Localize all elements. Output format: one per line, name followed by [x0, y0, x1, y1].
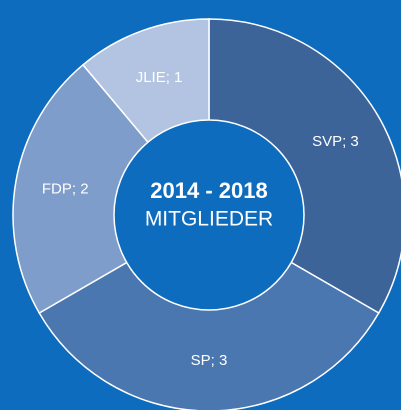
data-label: SP; 3 — [191, 352, 228, 369]
data-label: FDP; 2 — [42, 181, 89, 198]
sector — [38, 214, 380, 410]
center-hole — [113, 119, 305, 311]
data-label: JLIE; 1 — [136, 69, 183, 86]
sector — [12, 63, 211, 315]
chart-subtitle: MITGLIEDER — [145, 208, 273, 231]
chart-title: 2014 - 2018 — [150, 178, 267, 203]
data-label: SVP; 3 — [312, 133, 359, 150]
